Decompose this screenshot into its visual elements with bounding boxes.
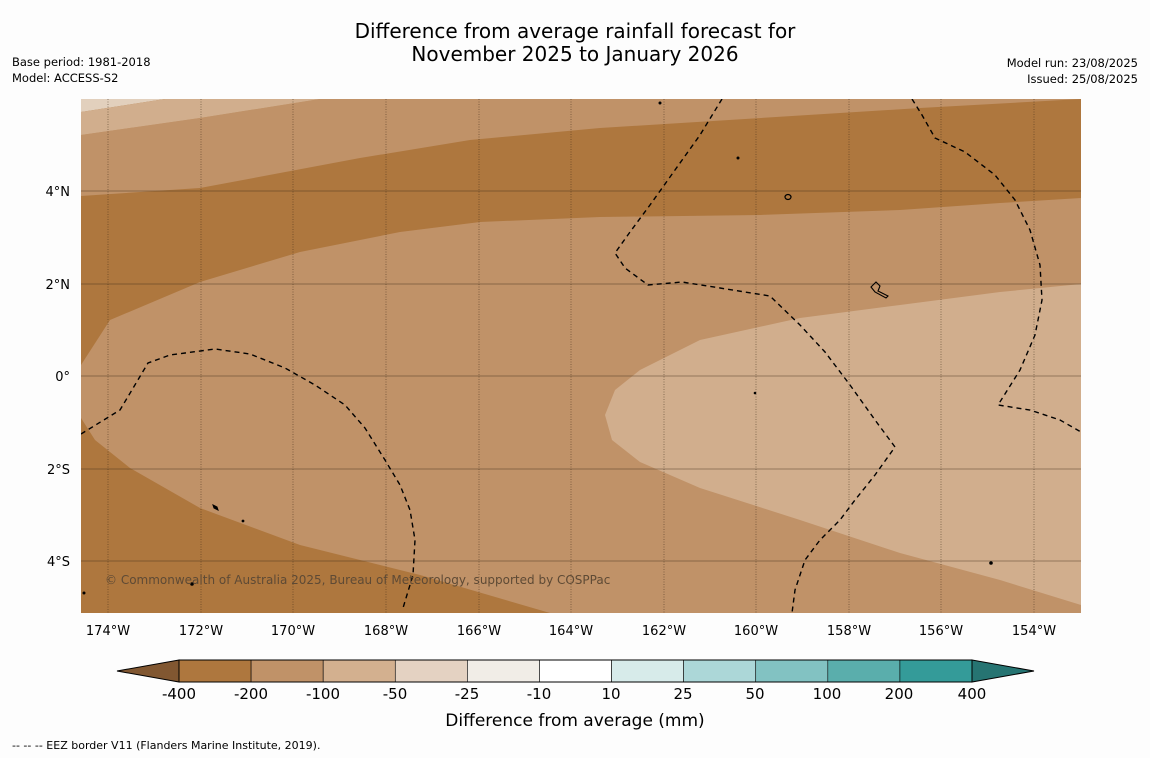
colorbar-tick: -25 — [455, 685, 480, 703]
colorbar-segment — [539, 659, 612, 683]
eez-borders — [81, 99, 1081, 613]
eez-border-central — [614, 99, 896, 613]
colorbar-tick: -50 — [383, 685, 408, 703]
colorbar-tick: 200 — [885, 685, 914, 703]
lat-label: 4°N — [46, 185, 71, 200]
colorbar-title: Difference from average (mm) — [445, 711, 704, 731]
lon-label: 168°W — [364, 624, 408, 639]
lon-label: 166°W — [457, 624, 501, 639]
issued-text: Issued: 25/08/2025 — [1027, 72, 1138, 86]
rain-band-light-east — [605, 284, 1081, 605]
colorbar-segment — [755, 659, 829, 683]
island-8 — [190, 582, 194, 586]
colorbar-segment — [683, 659, 757, 683]
island-10 — [82, 591, 86, 595]
island-4 — [736, 156, 740, 160]
lon-label: 156°W — [919, 624, 963, 639]
colorbar-tick: -400 — [162, 685, 196, 703]
colorbar-extend-high — [971, 659, 1035, 683]
islands — [82, 101, 993, 595]
island-3 — [658, 101, 662, 105]
meta-right: Model run: 23/08/2025 Issued: 25/08/2025 — [1007, 55, 1138, 87]
colorbar-tick: 25 — [673, 685, 692, 703]
colorbar-segment — [250, 659, 324, 683]
colorbar-segment — [899, 659, 973, 683]
colorbar-tick: 50 — [745, 685, 764, 703]
map-panel: © Commonwealth of Australia 2025, Bureau… — [81, 99, 1081, 613]
map-title: Difference from average rainfall forecas… — [0, 20, 1150, 66]
graticule-lon — [107, 99, 1035, 613]
island-1 — [784, 193, 792, 201]
lon-label: 158°W — [827, 624, 871, 639]
colorbar-segment — [467, 659, 540, 683]
colorbar-tick: -100 — [306, 685, 340, 703]
colorbar-segment — [611, 659, 684, 683]
colorbar-tick: -10 — [527, 685, 552, 703]
lon-label: 170°W — [271, 624, 315, 639]
copyright-text: © Commonwealth of Australia 2025, Bureau… — [105, 573, 610, 587]
colorbar-segment — [322, 659, 396, 683]
lat-label: 4°S — [47, 555, 70, 570]
colorbar-segment — [394, 659, 468, 683]
lon-label: 172°W — [179, 624, 223, 639]
graticule-lat — [81, 190, 1081, 562]
eez-border-west — [81, 348, 416, 609]
island-9 — [989, 561, 993, 565]
rain-band-top-light — [81, 99, 320, 135]
lat-labels: 4°N 2°N 0° 2°S 4°S — [46, 185, 71, 570]
colorbar-outline — [178, 659, 973, 683]
lon-labels: 174°W 172°W 170°W 168°W 166°W 164°W 162°… — [86, 624, 1056, 639]
lon-label: 154°W — [1012, 624, 1056, 639]
colorbar-tick: 400 — [958, 685, 987, 703]
colorbar-tick: 10 — [601, 685, 620, 703]
island-2 — [870, 281, 889, 299]
lat-label: 2°N — [46, 278, 71, 293]
eez-border-east — [911, 99, 1081, 433]
colorbar: -400 -200 -100 -50 -25 -10 10 25 50 100 … — [116, 659, 1035, 731]
island-5 — [753, 391, 757, 395]
model-text: Model: ACCESS-S2 — [12, 71, 119, 85]
meta-left: Base period: 1981-2018 Model: ACCESS-S2 — [12, 54, 151, 86]
lat-label: 2°S — [47, 463, 70, 478]
lon-label: 164°W — [549, 624, 593, 639]
base-period-text: Base period: 1981-2018 — [12, 55, 151, 69]
title-line-1: Difference from average rainfall forecas… — [354, 19, 796, 43]
model-run-text: Model run: 23/08/2025 — [1006, 56, 1138, 70]
colorbar-tick: 100 — [813, 685, 842, 703]
colorbar-extend-low — [116, 659, 180, 683]
island-7 — [241, 519, 245, 523]
lat-label: 0° — [55, 370, 70, 385]
lon-label: 160°W — [734, 624, 778, 639]
lon-label: 174°W — [86, 624, 130, 639]
lon-label: 162°W — [642, 624, 686, 639]
rain-band-upper — [81, 99, 1081, 196]
footnote: -- -- -- EEZ border V11 (Flanders Marine… — [12, 739, 321, 752]
colorbar-segment — [827, 659, 901, 683]
colorbar-segment — [178, 659, 252, 683]
colorbar-tick: -200 — [234, 685, 268, 703]
title-line-2: November 2025 to January 2026 — [411, 42, 739, 66]
island-6 — [212, 504, 219, 511]
